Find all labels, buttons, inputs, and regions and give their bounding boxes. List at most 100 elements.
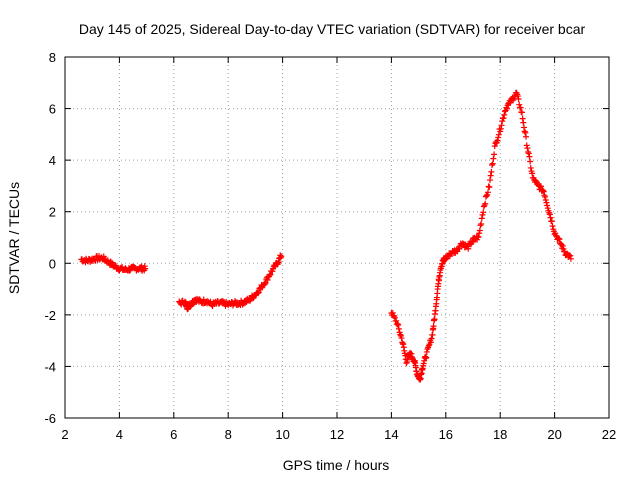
data-point (267, 271, 274, 278)
data-point (567, 252, 574, 259)
y-tick-label: 0 (49, 256, 56, 271)
data-point (428, 335, 435, 342)
data-point (474, 233, 481, 240)
data-point (480, 209, 487, 216)
data-point (527, 158, 534, 165)
chart-title: Day 145 of 2025, Sidereal Day-to-day VTE… (79, 21, 586, 37)
data-point (393, 317, 400, 324)
data-point (549, 223, 556, 230)
y-axis-label: SDTVAR / TECUs (6, 182, 22, 294)
data-point (484, 189, 491, 196)
data-point (499, 118, 506, 125)
x-tick-label: 18 (493, 427, 507, 442)
data-point (495, 131, 502, 138)
data-point (476, 227, 483, 234)
data-point (540, 187, 547, 194)
data-point (533, 179, 540, 186)
y-tick-label: -2 (44, 308, 56, 323)
data-point (521, 124, 527, 131)
data-point (269, 268, 276, 275)
data-point (515, 96, 522, 103)
data-point (560, 245, 567, 252)
data-point (487, 172, 494, 179)
data-point (478, 215, 485, 222)
x-axis-label: GPS time / hours (283, 457, 390, 473)
y-tick-label: -6 (44, 411, 56, 426)
data-point (488, 168, 495, 175)
data-point (504, 105, 510, 112)
data-point (475, 234, 482, 241)
data-point (431, 316, 438, 323)
data-point (518, 109, 525, 116)
data-point (514, 93, 521, 100)
y-tick-label: -4 (44, 359, 56, 374)
data-point (242, 299, 249, 306)
data-point (477, 222, 484, 229)
data-point (548, 218, 555, 225)
data-point (520, 119, 527, 126)
data-point (517, 104, 524, 111)
data-point (543, 199, 550, 206)
data-point (521, 128, 528, 135)
data-point (542, 193, 549, 200)
data-point (389, 309, 396, 316)
data-point (494, 137, 501, 144)
data-point (391, 314, 398, 321)
data-point (255, 290, 262, 297)
data-point (264, 276, 271, 283)
data-point (491, 143, 498, 150)
x-tick-label: 14 (384, 427, 398, 442)
data-point (467, 241, 474, 248)
data-point (527, 164, 534, 171)
data-point (395, 325, 402, 332)
x-tick-label: 2 (61, 427, 68, 442)
x-tick-label: 8 (225, 427, 232, 442)
data-point (556, 236, 563, 243)
data-point (555, 235, 562, 242)
data-point (255, 289, 262, 296)
data-point (495, 134, 502, 141)
data-point (489, 160, 496, 167)
data-point (476, 230, 483, 237)
data-point (100, 253, 107, 260)
data-point (468, 239, 475, 246)
data-point (486, 184, 493, 191)
data-point (546, 211, 553, 218)
x-tick-label: 16 (439, 427, 453, 442)
data-point (112, 262, 119, 269)
data-point (430, 323, 437, 330)
series-segment-1 (78, 253, 149, 274)
data-point (423, 348, 430, 355)
data-point (523, 142, 530, 149)
data-point (485, 183, 492, 190)
data-point (491, 151, 498, 158)
data-point (522, 129, 529, 136)
data-point (481, 202, 488, 209)
data-point (478, 220, 485, 227)
data-point (126, 267, 133, 274)
y-tick-label: 2 (49, 205, 56, 220)
data-point (489, 162, 496, 169)
data-point (459, 240, 466, 247)
data-point (480, 203, 487, 210)
data-point (540, 188, 547, 195)
y-tick-label: 8 (49, 50, 56, 65)
x-tick-label: 6 (170, 427, 177, 442)
data-point (465, 245, 472, 252)
grid (65, 57, 609, 418)
y-tick-label: 6 (49, 102, 56, 117)
data-point (483, 192, 490, 199)
data-points (78, 89, 574, 383)
data-point (500, 115, 507, 122)
axis-ticks: 2 4 6 8 10 12 14 16 18 20 22 -6 -4 -2 0 2 4 6 8 (44, 50, 616, 442)
series-segment-3 (388, 89, 574, 383)
data-point (278, 253, 285, 260)
data-point (142, 265, 149, 272)
data-point (525, 150, 532, 157)
data-point (529, 170, 536, 177)
series-segment-2 (176, 252, 285, 313)
data-point (266, 272, 273, 279)
x-tick-label: 12 (330, 427, 344, 442)
x-tick-label: 4 (116, 427, 123, 442)
